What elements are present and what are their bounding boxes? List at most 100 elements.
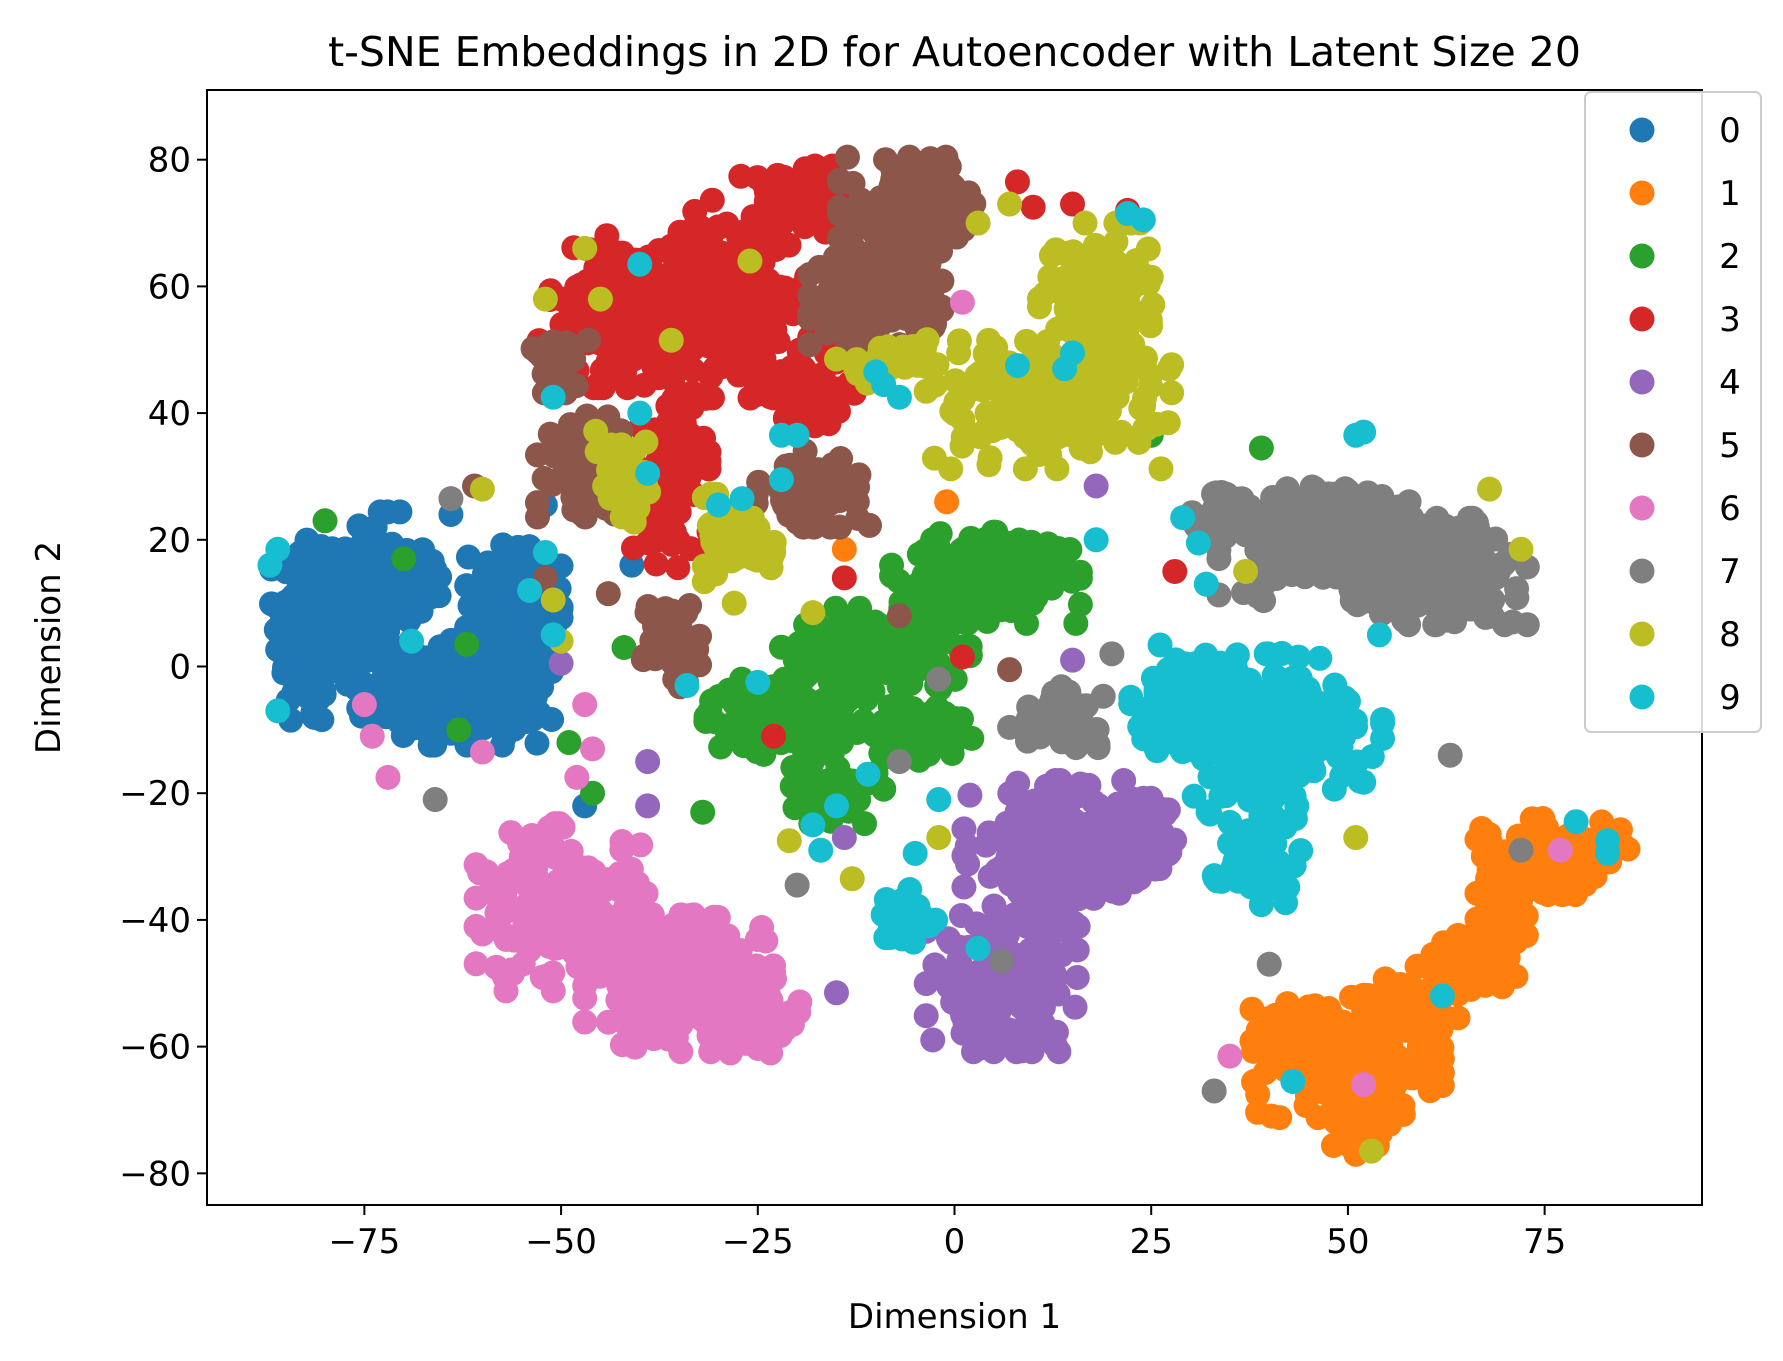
point-1-521: [1530, 879, 1556, 905]
point-8-439: [633, 429, 659, 455]
point-1-249: [1261, 1021, 1287, 1047]
point-0-240: [295, 625, 321, 651]
point-6-459: [730, 993, 756, 1019]
point-2-478: [772, 666, 798, 692]
point-3-399: [683, 267, 709, 293]
point-6-377: [618, 997, 644, 1023]
point-1-162: [1245, 1081, 1271, 1107]
point-8-468: [1477, 476, 1503, 502]
point-8-450: [572, 235, 598, 261]
point-8-296: [1034, 329, 1060, 355]
point-0-517: [465, 665, 491, 691]
point-0-646: [497, 630, 523, 656]
point-8-465: [1233, 558, 1259, 584]
point-4-347: [972, 1028, 998, 1054]
point-4-344: [1030, 994, 1056, 1020]
point-4-198: [1018, 810, 1044, 836]
point-5-392: [524, 504, 550, 530]
point-7-358: [1453, 572, 1479, 598]
point-2-550: [870, 709, 896, 735]
point-0-645: [520, 613, 546, 639]
point-0-617: [457, 593, 483, 619]
point-2-41: [1067, 591, 1093, 617]
point-3-180: [590, 375, 616, 401]
point-5-262: [829, 286, 855, 312]
point-3-375: [646, 265, 672, 291]
point-5-293: [826, 514, 852, 540]
point-5-265: [900, 292, 926, 318]
point-7-459: [1437, 742, 1463, 768]
point-8-453: [658, 327, 684, 353]
point-8-462: [839, 866, 865, 892]
point-2-159: [1063, 610, 1089, 636]
point-4-179: [1111, 768, 1137, 794]
point-8-469: [1508, 536, 1534, 562]
point-7-230: [1504, 585, 1530, 611]
point-6-463: [469, 739, 495, 765]
point-3-174: [567, 307, 593, 333]
point-5-339: [857, 512, 883, 538]
point-4-199: [1006, 879, 1032, 905]
point-0-443: [524, 730, 550, 756]
point-8-409: [912, 335, 938, 361]
point-8-309: [1120, 332, 1146, 358]
point-4-191: [1003, 852, 1029, 878]
point-1-302: [1372, 966, 1398, 992]
point-8-196: [1041, 397, 1067, 423]
point-8-369: [706, 537, 732, 563]
point-2-131: [925, 533, 951, 559]
point-2-178: [998, 557, 1024, 583]
point-5-437: [550, 444, 576, 470]
point-4-455: [1100, 836, 1126, 862]
point-7-197: [1307, 512, 1333, 538]
point-3-360: [663, 249, 689, 275]
point-3-566: [669, 481, 695, 507]
point-8-157: [950, 424, 976, 450]
point-5-135: [827, 201, 853, 227]
point-2-349: [892, 656, 918, 682]
point-3-631: [1020, 194, 1046, 220]
point-4-247: [1064, 964, 1090, 990]
point-5-499: [660, 598, 686, 624]
point-0-250: [327, 551, 353, 577]
point-5-533: [886, 603, 912, 629]
point-6-179: [618, 856, 644, 882]
point-0-289: [295, 588, 321, 614]
point-4-356: [1042, 976, 1068, 1002]
point-7-451: [422, 787, 448, 813]
point-7-356: [1414, 545, 1440, 571]
point-5-269: [877, 291, 903, 317]
point-0-649: [505, 546, 531, 572]
point-8-271: [1072, 210, 1098, 236]
point-1-474: [1589, 809, 1615, 835]
point-0-508: [529, 674, 555, 700]
point-6-458: [733, 1030, 759, 1056]
point-4-160: [984, 857, 1010, 883]
point-2-623: [446, 717, 472, 743]
point-3-479: [800, 162, 826, 188]
point-5-81: [827, 167, 853, 193]
point-4-190: [994, 810, 1020, 836]
point-6-199: [526, 922, 552, 948]
point-0-643: [454, 573, 480, 599]
point-2-621: [391, 546, 417, 572]
point-4-462: [823, 980, 849, 1006]
point-6-389: [623, 937, 649, 963]
point-1-308: [1355, 982, 1381, 1008]
point-2-348: [919, 606, 945, 632]
point-6-465: [564, 764, 590, 790]
point-3-626: [790, 401, 816, 427]
point-8-467: [1359, 1138, 1385, 1164]
point-5-526: [563, 373, 589, 399]
point-5-360: [524, 442, 550, 468]
point-1-552: [1562, 882, 1588, 908]
point-1-385: [1496, 957, 1522, 983]
point-1-72: [1267, 1105, 1293, 1131]
point-7-32: [1206, 546, 1232, 572]
point-6-371: [639, 902, 665, 928]
point-3-624: [762, 371, 788, 397]
point-8-456: [997, 191, 1023, 217]
point-4-454: [1116, 851, 1142, 877]
point-0-231: [367, 499, 393, 525]
